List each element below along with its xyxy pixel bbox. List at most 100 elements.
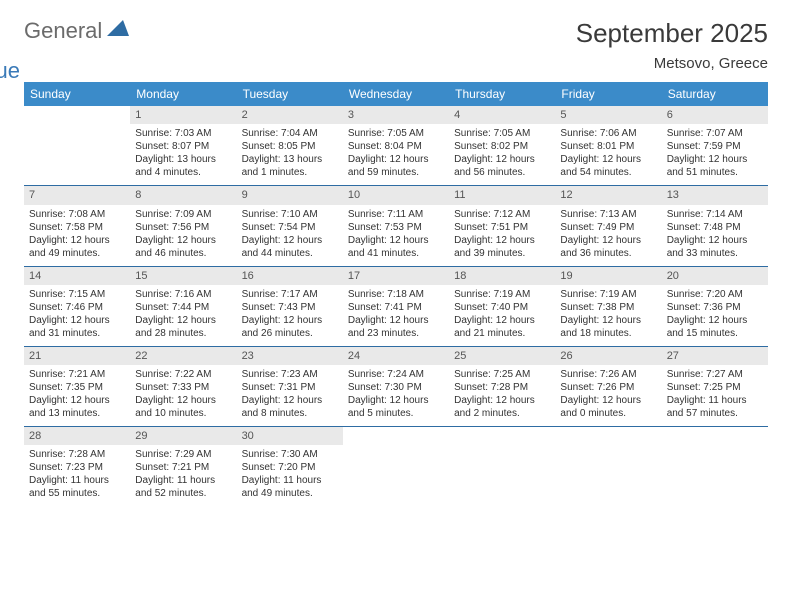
day-number: 14 <box>24 267 130 285</box>
calendar-cell: 19Sunrise: 7:19 AMSunset: 7:38 PMDayligh… <box>555 266 661 346</box>
daylight-line: Daylight: 12 hours and 26 minutes. <box>242 314 338 340</box>
calendar-cell: 12Sunrise: 7:13 AMSunset: 7:49 PMDayligh… <box>555 186 661 266</box>
calendar-cell: 25Sunrise: 7:25 AMSunset: 7:28 PMDayligh… <box>449 346 555 426</box>
calendar-row: 21Sunrise: 7:21 AMSunset: 7:35 PMDayligh… <box>24 346 768 426</box>
sunset-line: Sunset: 7:44 PM <box>135 301 231 314</box>
daylight-line: Daylight: 12 hours and 13 minutes. <box>29 394 125 420</box>
calendar-cell: 16Sunrise: 7:17 AMSunset: 7:43 PMDayligh… <box>237 266 343 346</box>
daylight-line: Daylight: 13 hours and 4 minutes. <box>135 153 231 179</box>
sunrise-line: Sunrise: 7:18 AM <box>348 288 444 301</box>
calendar-cell: 26Sunrise: 7:26 AMSunset: 7:26 PMDayligh… <box>555 346 661 426</box>
day-number: 4 <box>449 106 555 124</box>
calendar-cell: 6Sunrise: 7:07 AMSunset: 7:59 PMDaylight… <box>662 106 768 186</box>
logo-triangle-icon <box>107 23 129 40</box>
sunset-line: Sunset: 7:30 PM <box>348 381 444 394</box>
calendar-cell: 15Sunrise: 7:16 AMSunset: 7:44 PMDayligh… <box>130 266 236 346</box>
calendar-cell: 10Sunrise: 7:11 AMSunset: 7:53 PMDayligh… <box>343 186 449 266</box>
sunset-line: Sunset: 7:35 PM <box>29 381 125 394</box>
day-details: Sunrise: 7:03 AMSunset: 8:07 PMDaylight:… <box>130 124 236 185</box>
weekday-header: Sunday <box>24 82 130 106</box>
daylight-line: Daylight: 13 hours and 1 minutes. <box>242 153 338 179</box>
day-details: Sunrise: 7:19 AMSunset: 7:38 PMDaylight:… <box>555 285 661 346</box>
daylight-line: Daylight: 12 hours and 49 minutes. <box>29 234 125 260</box>
sunset-line: Sunset: 7:58 PM <box>29 221 125 234</box>
sunrise-line: Sunrise: 7:04 AM <box>242 127 338 140</box>
calendar-cell: 20Sunrise: 7:20 AMSunset: 7:36 PMDayligh… <box>662 266 768 346</box>
calendar-cell: 17 Sunrise: 7:18 AMSunset: 7:41 PMDayligh… <box>343 266 449 346</box>
sunrise-line: Sunrise: 7:19 AM <box>454 288 550 301</box>
day-details: Sunrise: 7:29 AMSunset: 7:21 PMDaylight:… <box>130 445 236 506</box>
day-details: Sunrise: 7:30 AMSunset: 7:20 PMDaylight:… <box>237 445 343 506</box>
header: General Blue September 2025 Metsovo, Gre… <box>24 18 768 72</box>
sunset-line: Sunset: 8:01 PM <box>560 140 656 153</box>
day-details: Sunrise: 7:15 AMSunset: 7:46 PMDaylight:… <box>24 285 130 346</box>
day-details: Sunrise: 7:13 AMSunset: 7:49 PMDaylight:… <box>555 205 661 266</box>
sunset-line: Sunset: 7:48 PM <box>667 221 763 234</box>
calendar-cell: 1Sunrise: 7:03 AMSunset: 8:07 PMDaylight… <box>130 106 236 186</box>
day-number: 24 <box>343 347 449 365</box>
day-number: 8 <box>130 186 236 204</box>
calendar-cell <box>24 106 130 186</box>
day-details: Sunrise: 7:14 AMSunset: 7:48 PMDaylight:… <box>662 205 768 266</box>
day-details: Sunrise: 7:28 AMSunset: 7:23 PMDaylight:… <box>24 445 130 506</box>
calendar-row: 14Sunrise: 7:15 AMSunset: 7:46 PMDayligh… <box>24 266 768 346</box>
daylight-line: Daylight: 12 hours and 39 minutes. <box>454 234 550 260</box>
sunset-line: Sunset: 8:07 PM <box>135 140 231 153</box>
logo-text-general: General <box>24 18 102 43</box>
daylight-line: Daylight: 12 hours and 56 minutes. <box>454 153 550 179</box>
sunrise-line: Sunrise: 7:22 AM <box>135 368 231 381</box>
sunset-line: Sunset: 7:40 PM <box>454 301 550 314</box>
daylight-line: Daylight: 12 hours and 21 minutes. <box>454 314 550 340</box>
sunset-line: Sunset: 7:20 PM <box>242 461 338 474</box>
day-number: 27 <box>662 347 768 365</box>
weekday-header: Wednesday <box>343 82 449 106</box>
day-number: 10 <box>343 186 449 204</box>
calendar-cell: 7 Sunrise: 7:08 AMSunset: 7:58 PMDaylight… <box>24 186 130 266</box>
sunset-line: Sunset: 7:41 PM <box>348 301 444 314</box>
calendar-cell <box>343 427 449 507</box>
sunset-line: Sunset: 7:26 PM <box>560 381 656 394</box>
day-number: 17 <box>343 267 449 285</box>
day-number: 21 <box>24 347 130 365</box>
daylight-line: Daylight: 11 hours and 49 minutes. <box>242 474 338 500</box>
sunrise-line: Sunrise: 7:24 AM <box>348 368 444 381</box>
sunset-line: Sunset: 8:02 PM <box>454 140 550 153</box>
day-details: Sunrise: 7:26 AMSunset: 7:26 PMDaylight:… <box>555 365 661 426</box>
sunrise-line: Sunrise: 7:30 AM <box>242 448 338 461</box>
sunset-line: Sunset: 7:53 PM <box>348 221 444 234</box>
calendar-table: SundayMondayTuesdayWednesdayThursdayFrid… <box>24 82 768 506</box>
sunset-line: Sunset: 7:43 PM <box>242 301 338 314</box>
calendar-cell: 3Sunrise: 7:05 AMSunset: 8:04 PMDaylight… <box>343 106 449 186</box>
sunrise-line: Sunrise: 7:08 AM <box>29 208 125 221</box>
sunset-line: Sunset: 7:59 PM <box>667 140 763 153</box>
day-number: 12 <box>555 186 661 204</box>
daylight-line: Daylight: 12 hours and 51 minutes. <box>667 153 763 179</box>
day-details: Sunrise: 7:05 AMSunset: 8:02 PMDaylight:… <box>449 124 555 185</box>
sunrise-line: Sunrise: 7:07 AM <box>667 127 763 140</box>
sunrise-line: Sunrise: 7:05 AM <box>348 127 444 140</box>
day-details: Sunrise: 7:20 AMSunset: 7:36 PMDaylight:… <box>662 285 768 346</box>
sunset-line: Sunset: 7:33 PM <box>135 381 231 394</box>
day-details: Sunrise: 7:24 AMSunset: 7:30 PMDaylight:… <box>343 365 449 426</box>
day-number: 1 <box>130 106 236 124</box>
location: Metsovo, Greece <box>576 55 768 72</box>
day-number: 7 <box>24 186 130 204</box>
calendar-row: 7Sunrise: 7:08 AMSunset: 7:58 PMDaylight… <box>24 186 768 266</box>
sunrise-line: Sunrise: 7:15 AM <box>29 288 125 301</box>
daylight-line: Daylight: 12 hours and 10 minutes. <box>135 394 231 420</box>
day-number: 19 <box>555 267 661 285</box>
day-number: 11 <box>449 186 555 204</box>
sunset-line: Sunset: 7:38 PM <box>560 301 656 314</box>
sunrise-line: Sunrise: 7:11 AM <box>348 208 444 221</box>
sunset-line: Sunset: 7:46 PM <box>29 301 125 314</box>
day-number: 9 <box>237 186 343 204</box>
day-details: Sunrise: 7:12 AMSunset: 7:51 PMDaylight:… <box>449 205 555 266</box>
calendar-cell: 23Sunrise: 7:23 AMSunset: 7:31 PMDayligh… <box>237 346 343 426</box>
calendar-cell: 22Sunrise: 7:22 AMSunset: 7:33 PMDayligh… <box>130 346 236 426</box>
sunset-line: Sunset: 7:54 PM <box>242 221 338 234</box>
daylight-line: Daylight: 12 hours and 44 minutes. <box>242 234 338 260</box>
weekday-header: Tuesday <box>237 82 343 106</box>
calendar-cell <box>555 427 661 507</box>
daylight-line: Daylight: 12 hours and 23 minutes. <box>348 314 444 340</box>
day-details: Sunrise: 7:16 AMSunset: 7:44 PMDaylight:… <box>130 285 236 346</box>
